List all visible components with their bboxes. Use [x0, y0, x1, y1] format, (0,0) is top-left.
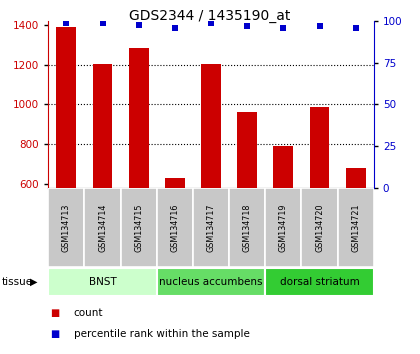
Bar — [157, 268, 265, 296]
Text: ■: ■ — [50, 308, 60, 318]
Point — [208, 20, 215, 26]
Bar — [157, 188, 193, 267]
Bar — [165, 178, 185, 303]
Bar — [310, 107, 330, 303]
Bar — [237, 112, 257, 303]
Bar — [265, 188, 302, 267]
Text: count: count — [74, 308, 103, 318]
Text: GSM134718: GSM134718 — [243, 203, 252, 252]
Bar — [346, 168, 366, 303]
Text: GSM134719: GSM134719 — [279, 203, 288, 252]
Bar — [273, 146, 293, 303]
Text: GSM134721: GSM134721 — [351, 203, 360, 252]
Point — [63, 20, 70, 26]
Bar — [92, 64, 113, 303]
Text: tissue: tissue — [2, 277, 33, 287]
Point — [171, 25, 178, 31]
Text: GSM134716: GSM134716 — [171, 203, 179, 252]
Bar — [121, 188, 157, 267]
Text: GSM134714: GSM134714 — [98, 203, 107, 252]
Point — [135, 22, 142, 27]
Point — [280, 25, 287, 31]
Bar — [48, 268, 157, 296]
Text: ■: ■ — [50, 329, 60, 339]
Bar — [48, 188, 84, 267]
Text: GSM134713: GSM134713 — [62, 203, 71, 252]
Bar — [193, 188, 229, 267]
Bar — [129, 48, 149, 303]
Text: dorsal striatum: dorsal striatum — [280, 277, 360, 287]
Text: GSM134720: GSM134720 — [315, 203, 324, 252]
Point — [244, 23, 251, 29]
Point — [99, 20, 106, 26]
Text: percentile rank within the sample: percentile rank within the sample — [74, 329, 249, 339]
Point — [316, 23, 323, 29]
Bar — [56, 27, 76, 303]
Text: BNST: BNST — [89, 277, 116, 287]
Bar — [201, 64, 221, 303]
Text: GSM134715: GSM134715 — [134, 203, 143, 252]
Bar — [338, 188, 374, 267]
Text: GSM134717: GSM134717 — [207, 203, 215, 252]
Bar — [302, 188, 338, 267]
Text: ▶: ▶ — [30, 277, 38, 287]
Point — [352, 25, 359, 31]
Bar — [84, 188, 121, 267]
Text: GDS2344 / 1435190_at: GDS2344 / 1435190_at — [129, 9, 291, 23]
Bar — [265, 268, 374, 296]
Bar — [229, 188, 265, 267]
Text: nucleus accumbens: nucleus accumbens — [159, 277, 263, 287]
